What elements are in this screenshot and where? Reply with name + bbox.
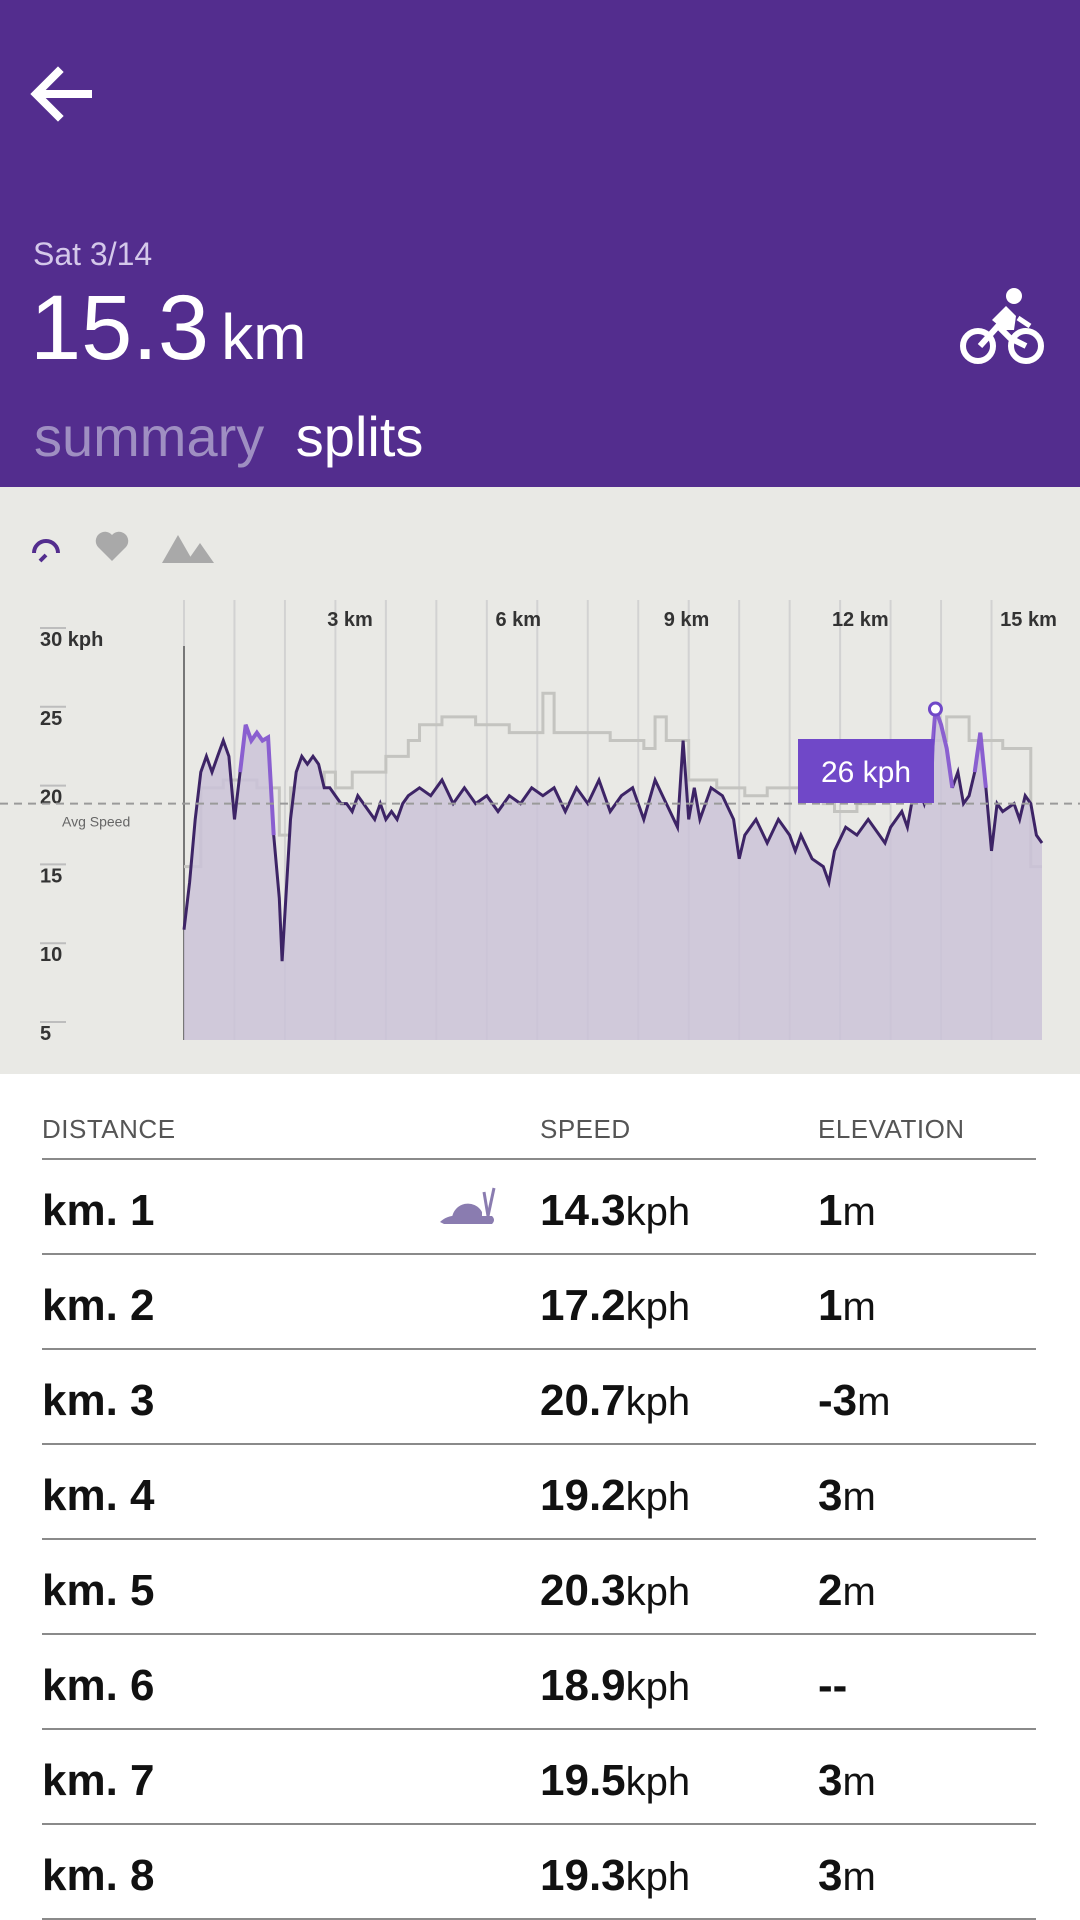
split-distance: km. 6 bbox=[42, 1661, 155, 1710]
x-tick-label: 6 km bbox=[495, 609, 541, 631]
split-speed: 14.3kph bbox=[540, 1186, 691, 1235]
split-distance: km. 7 bbox=[42, 1756, 155, 1805]
back-arrow-icon[interactable] bbox=[28, 66, 100, 122]
table-row[interactable]: km. 4 19.2kph 3m bbox=[42, 1445, 1036, 1540]
split-speed: 18.9kph bbox=[540, 1661, 691, 1710]
speed-highlight bbox=[927, 708, 955, 789]
distance-unit: km bbox=[221, 301, 307, 373]
split-speed: 20.3kph bbox=[540, 1566, 691, 1615]
bike-icon bbox=[960, 288, 1044, 364]
activity-date: Sat 3/14 bbox=[33, 236, 153, 272]
split-distance: km. 2 bbox=[42, 1281, 155, 1330]
y-tick-label: 20 bbox=[40, 787, 62, 809]
split-speed: 20.7kph bbox=[540, 1376, 691, 1425]
split-elevation: 1m bbox=[818, 1186, 876, 1235]
split-elevation: -3m bbox=[818, 1376, 891, 1425]
table-row[interactable]: km. 5 20.3kph 2m bbox=[42, 1540, 1036, 1635]
x-tick-label: 9 km bbox=[664, 609, 710, 631]
split-elevation: 2m bbox=[818, 1566, 876, 1615]
speed-highlight bbox=[238, 724, 276, 836]
y-tick-label: 30 kph bbox=[40, 629, 103, 651]
splits-table: DISTANCE SPEED ELEVATION km. 1 14.3kph 1m k… bbox=[42, 1074, 1036, 1920]
split-elevation: -- bbox=[818, 1661, 848, 1710]
split-speed: 19.3kph bbox=[540, 1851, 691, 1900]
tab-summary[interactable]: summary bbox=[34, 405, 265, 468]
mountains-icon[interactable] bbox=[162, 533, 214, 563]
table-row[interactable]: km. 8 19.3kph 3m bbox=[42, 1825, 1036, 1920]
snail-icon bbox=[440, 1187, 496, 1224]
split-elevation: 3m bbox=[818, 1756, 876, 1805]
distance-value: 15.3 bbox=[30, 277, 210, 379]
split-speed: 19.5kph bbox=[540, 1756, 691, 1805]
split-distance: km. 1 bbox=[42, 1186, 155, 1235]
x-tick-label: 15 km bbox=[1000, 609, 1057, 631]
table-row[interactable]: km. 7 19.5kph 3m bbox=[42, 1730, 1036, 1825]
header-speed: SPEED bbox=[540, 1114, 631, 1144]
split-distance: km. 5 bbox=[42, 1566, 155, 1615]
split-speed: 17.2kph bbox=[540, 1281, 691, 1330]
split-distance: km. 4 bbox=[42, 1471, 155, 1520]
split-distance: km. 8 bbox=[42, 1851, 155, 1900]
y-tick-label: 25 bbox=[40, 708, 62, 730]
x-tick-label: 3 km bbox=[327, 609, 373, 631]
speed-highlight bbox=[972, 732, 988, 789]
table-row[interactable]: km. 1 14.3kph 1m bbox=[42, 1160, 1036, 1255]
table-header: DISTANCE SPEED ELEVATION bbox=[42, 1074, 1036, 1160]
table-row[interactable]: km. 3 20.7kph -3m bbox=[42, 1350, 1036, 1445]
tab-splits[interactable]: splits bbox=[295, 405, 424, 468]
header-elevation: ELEVATION bbox=[818, 1114, 965, 1144]
tooltip-marker bbox=[927, 701, 943, 717]
speedometer-icon[interactable] bbox=[30, 533, 62, 563]
table-row[interactable]: km. 6 18.9kph -- bbox=[42, 1635, 1036, 1730]
heart-icon[interactable] bbox=[94, 529, 130, 563]
table-row[interactable]: km. 2 17.2kph 1m bbox=[42, 1255, 1036, 1350]
tab-bar: summary splits bbox=[34, 404, 439, 469]
split-elevation: 3m bbox=[818, 1851, 876, 1900]
split-elevation: 3m bbox=[818, 1471, 876, 1520]
tooltip-pointer bbox=[934, 713, 936, 763]
speed-area bbox=[184, 709, 1042, 1040]
split-distance: km. 3 bbox=[42, 1376, 155, 1425]
y-tick-label: 10 bbox=[40, 944, 62, 966]
total-distance: 15.3 km bbox=[30, 282, 306, 374]
speed-chart[interactable]: 30 kph 25 20 15 10 5 3 km 6 km 9 km 12 km 15 km Avg… bbox=[0, 580, 1080, 1074]
tooltip-label: 26 kph bbox=[821, 756, 911, 789]
split-elevation: 1m bbox=[818, 1281, 876, 1330]
y-tick-label: 15 bbox=[40, 865, 62, 887]
avg-speed-label: Avg Speed bbox=[62, 814, 130, 830]
activity-header: Sat 3/14 15.3 km summary splits bbox=[0, 0, 1080, 487]
header-distance: DISTANCE bbox=[42, 1114, 176, 1144]
tooltip-box bbox=[798, 739, 934, 803]
y-tick-label: 5 bbox=[40, 1023, 51, 1045]
split-speed: 19.2kph bbox=[540, 1471, 691, 1520]
x-tick-label: 12 km bbox=[832, 609, 889, 631]
